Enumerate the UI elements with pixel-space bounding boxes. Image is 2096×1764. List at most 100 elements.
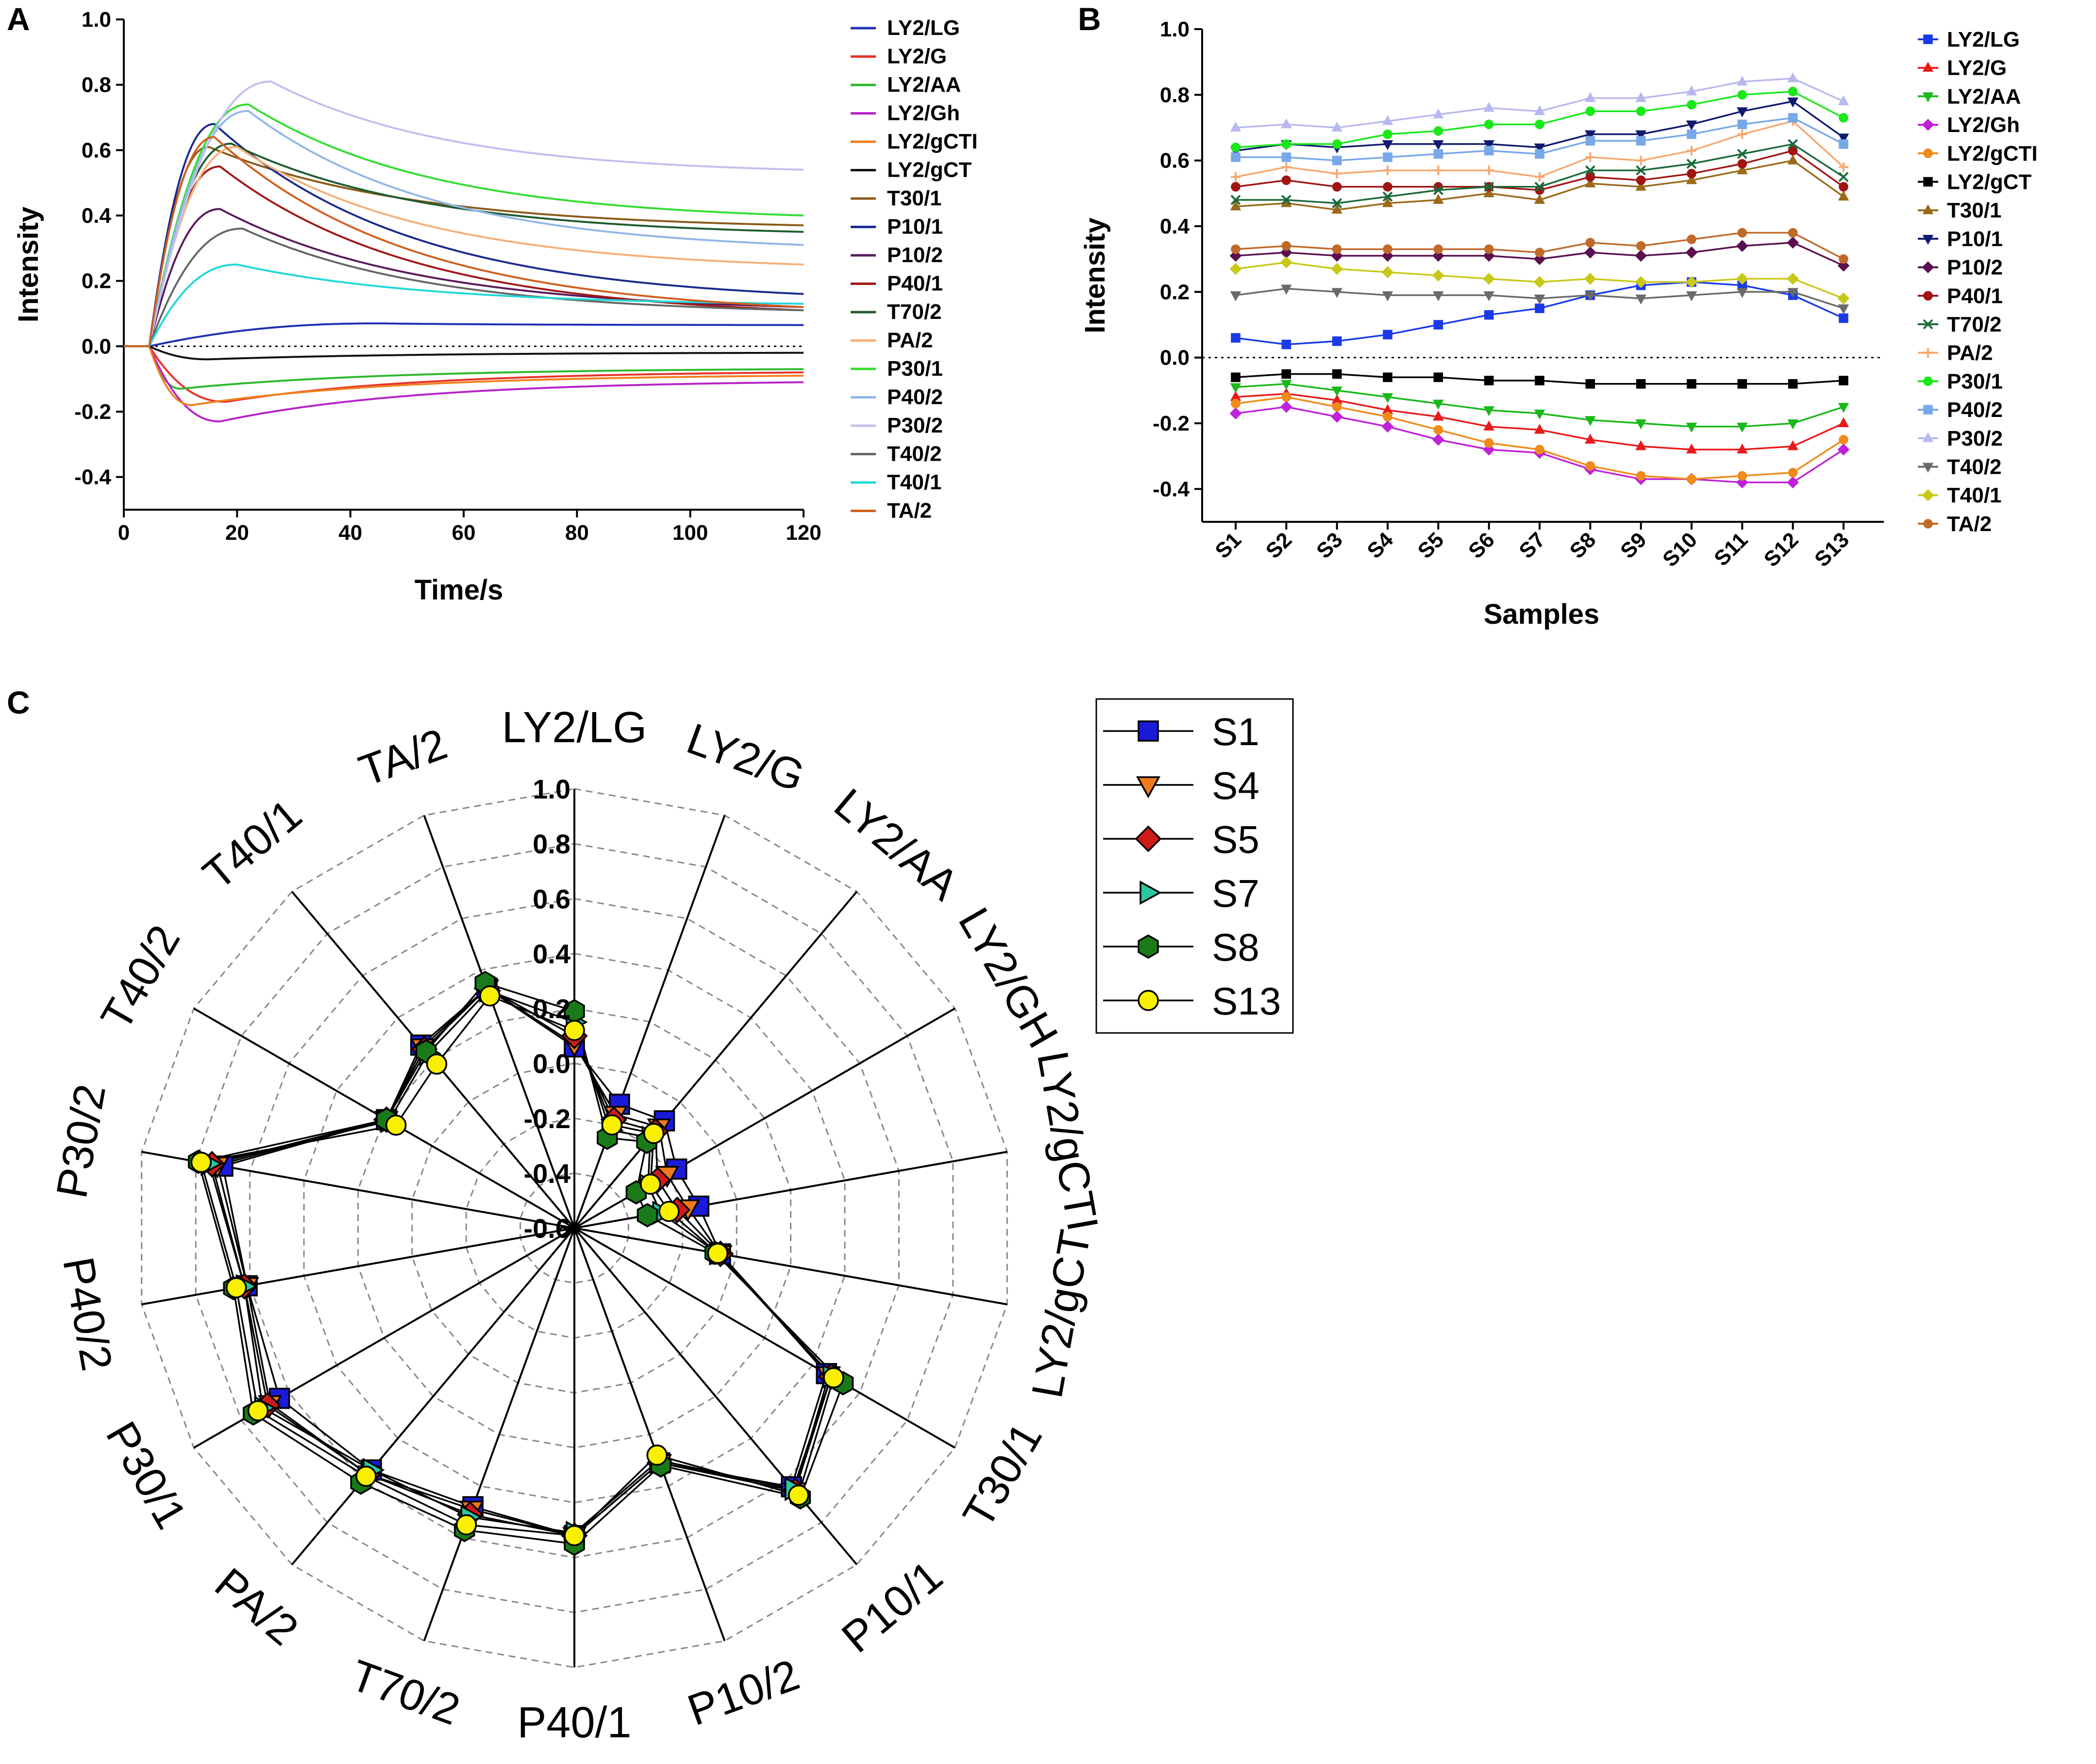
data-point-ly2-aa bbox=[1787, 419, 1798, 430]
radar-point-s13 bbox=[639, 1173, 661, 1195]
data-point-ly2-g bbox=[1534, 424, 1545, 434]
x-tick-label: 0 bbox=[118, 521, 130, 545]
data-point-ly2-g bbox=[1483, 420, 1494, 431]
data-point-p40-1 bbox=[1585, 172, 1595, 182]
data-point-t40-2 bbox=[1737, 288, 1748, 298]
data-point-p30-1 bbox=[1839, 113, 1848, 123]
data-point-p40-2 bbox=[1383, 152, 1392, 162]
x-tick-label: S4 bbox=[1362, 528, 1398, 563]
data-point-ly2-g bbox=[1838, 417, 1849, 428]
data-point-t30-1 bbox=[1382, 197, 1393, 207]
data-point-pa-2 bbox=[1433, 166, 1443, 175]
radar-point-s13 bbox=[190, 1151, 212, 1173]
data-point-t40-2 bbox=[1585, 291, 1596, 301]
radar-axis-label-p30-2: P30/2 bbox=[48, 1081, 115, 1201]
data-point-p30-2 bbox=[1585, 92, 1596, 102]
radar-tick-label: 1.0 bbox=[533, 774, 570, 804]
radar-axis-label-t40-1: T40/1 bbox=[194, 790, 311, 899]
data-point-ly2-lg bbox=[1332, 336, 1342, 346]
radar-axis-label-p40-1: P40/1 bbox=[517, 1698, 631, 1747]
data-point-p40-2 bbox=[1484, 146, 1494, 156]
data-point-ly2-aa bbox=[1433, 399, 1444, 410]
legend-label-ta-2: TA/2 bbox=[1947, 512, 1992, 536]
data-point-p30-1 bbox=[1281, 139, 1291, 149]
data-point-p10-2 bbox=[1736, 240, 1748, 252]
legend-label-t40-1: T40/1 bbox=[1947, 483, 2002, 507]
radar-tick-label: -0.4 bbox=[524, 1158, 571, 1189]
x-tick-label: S2 bbox=[1261, 528, 1297, 563]
data-point-p40-2 bbox=[1332, 155, 1342, 166]
legend-label-pa-2: PA/2 bbox=[887, 329, 933, 352]
legend-label-t40-2: T40/2 bbox=[1947, 455, 2002, 479]
data-point-t40-1 bbox=[1837, 292, 1850, 305]
legend-label-t70-2: T70/2 bbox=[887, 300, 942, 324]
radar-axis-label-ly2-gct: LY2/gCT bbox=[1023, 1227, 1100, 1402]
data-point-p30-1 bbox=[1383, 129, 1392, 139]
x-tick-label: S9 bbox=[1616, 528, 1651, 563]
data-point-ly2-lg bbox=[1383, 330, 1392, 340]
data-point-pa-2 bbox=[1737, 129, 1747, 139]
radar-legend-marker-s8 bbox=[1138, 934, 1159, 959]
legend-label-ta-2: TA/2 bbox=[887, 499, 932, 523]
legend-label-p10-2: P10/2 bbox=[887, 243, 943, 267]
radar-axis-label-ly2-lg: LY2/LG bbox=[502, 703, 647, 752]
data-point-ly2-aa bbox=[1585, 416, 1596, 426]
data-point-ly2-gh bbox=[1432, 433, 1444, 446]
radar-point-s13 bbox=[426, 1053, 448, 1075]
x-tick-label: 40 bbox=[338, 521, 362, 545]
data-point-t40-2 bbox=[1787, 288, 1798, 298]
panel-c-letter: C bbox=[7, 684, 30, 720]
data-point-p10-1 bbox=[1838, 133, 1849, 144]
legend-label-ly2-gct: LY2/gCT bbox=[1947, 170, 2032, 194]
legend-marker-t30-1 bbox=[1922, 204, 1934, 215]
data-point-ly2-gct bbox=[1636, 379, 1646, 389]
legend-label-pa-2: PA/2 bbox=[1947, 341, 1993, 365]
legend-marker-ly2-g bbox=[1922, 62, 1934, 72]
radar-axis-label-ly2-gh: LY2/GH bbox=[949, 900, 1067, 1056]
data-point-p40-2 bbox=[1737, 119, 1747, 130]
data-point-t40-2 bbox=[1382, 291, 1393, 301]
panel-c-radar-chart: -0.6 -0.4 -0.2 0.0 0.2 0.4 0.6 0.8 1.0 LY2/LG LY2/… bbox=[48, 698, 1294, 1747]
x-tick-label: 20 bbox=[225, 521, 249, 545]
x-tick-label: 80 bbox=[565, 521, 589, 545]
data-point-t70-2 bbox=[1332, 198, 1342, 209]
radar-legend-label-s1: S1 bbox=[1212, 710, 1259, 753]
data-point-p40-2 bbox=[1231, 152, 1241, 162]
legend-marker-t40-1 bbox=[1922, 489, 1934, 501]
radar-point-s13 bbox=[479, 985, 501, 1007]
data-point-ta-2 bbox=[1383, 244, 1392, 254]
data-point-p10-2 bbox=[1787, 236, 1799, 249]
data-point-p30-1 bbox=[1737, 90, 1747, 100]
data-point-ly2-gh bbox=[1229, 407, 1242, 420]
radar-tick-label: 0.4 bbox=[533, 938, 570, 969]
radar-tick-label: -0.6 bbox=[524, 1213, 571, 1244]
x-tick-label: 100 bbox=[672, 521, 708, 545]
data-point-ly2-gct bbox=[1332, 369, 1342, 379]
legend-marker-ly2-gh bbox=[1922, 118, 1934, 131]
data-point-p30-2 bbox=[1686, 85, 1697, 96]
legend-label-ly2-lg: LY2/LG bbox=[1947, 28, 2020, 51]
radar-spoke bbox=[574, 1227, 1007, 1306]
radar-axis-label-t70-2: T70/2 bbox=[344, 1651, 466, 1735]
data-point-ly2-gct bbox=[1433, 372, 1443, 383]
data-point-p30-2 bbox=[1787, 72, 1798, 83]
radar-point-s13 bbox=[564, 1019, 585, 1041]
panel-a-chart: -0.4 -0.2 0.0 0.2 0.4 0.6 0.8 1.0 0 20 40 60 80 100 12… bbox=[13, 8, 978, 606]
data-point-p30-2 bbox=[1433, 108, 1444, 118]
radar-axis-label-ly2-aa: LY2/AA bbox=[825, 780, 967, 910]
radar-point-s13 bbox=[247, 1400, 269, 1421]
data-point-ly2-gcti bbox=[1687, 474, 1696, 484]
data-point-p30-1 bbox=[1484, 119, 1494, 130]
legend-label-p30-2: P30/2 bbox=[1947, 427, 2003, 450]
data-point-ta-2 bbox=[1788, 228, 1798, 238]
series-line-ly2-lg bbox=[124, 322, 804, 348]
radar-point-s13 bbox=[385, 1115, 407, 1136]
radar-spoke bbox=[573, 1228, 726, 1642]
data-point-pa-2 bbox=[1636, 155, 1646, 166]
data-point-p10-1 bbox=[1483, 140, 1494, 150]
data-point-t40-2 bbox=[1483, 291, 1494, 301]
data-point-pa-2 bbox=[1687, 146, 1696, 156]
data-point-p30-1 bbox=[1535, 119, 1544, 130]
y-tick-label: 0.6 bbox=[82, 138, 111, 162]
data-point-t40-1 bbox=[1229, 263, 1242, 275]
